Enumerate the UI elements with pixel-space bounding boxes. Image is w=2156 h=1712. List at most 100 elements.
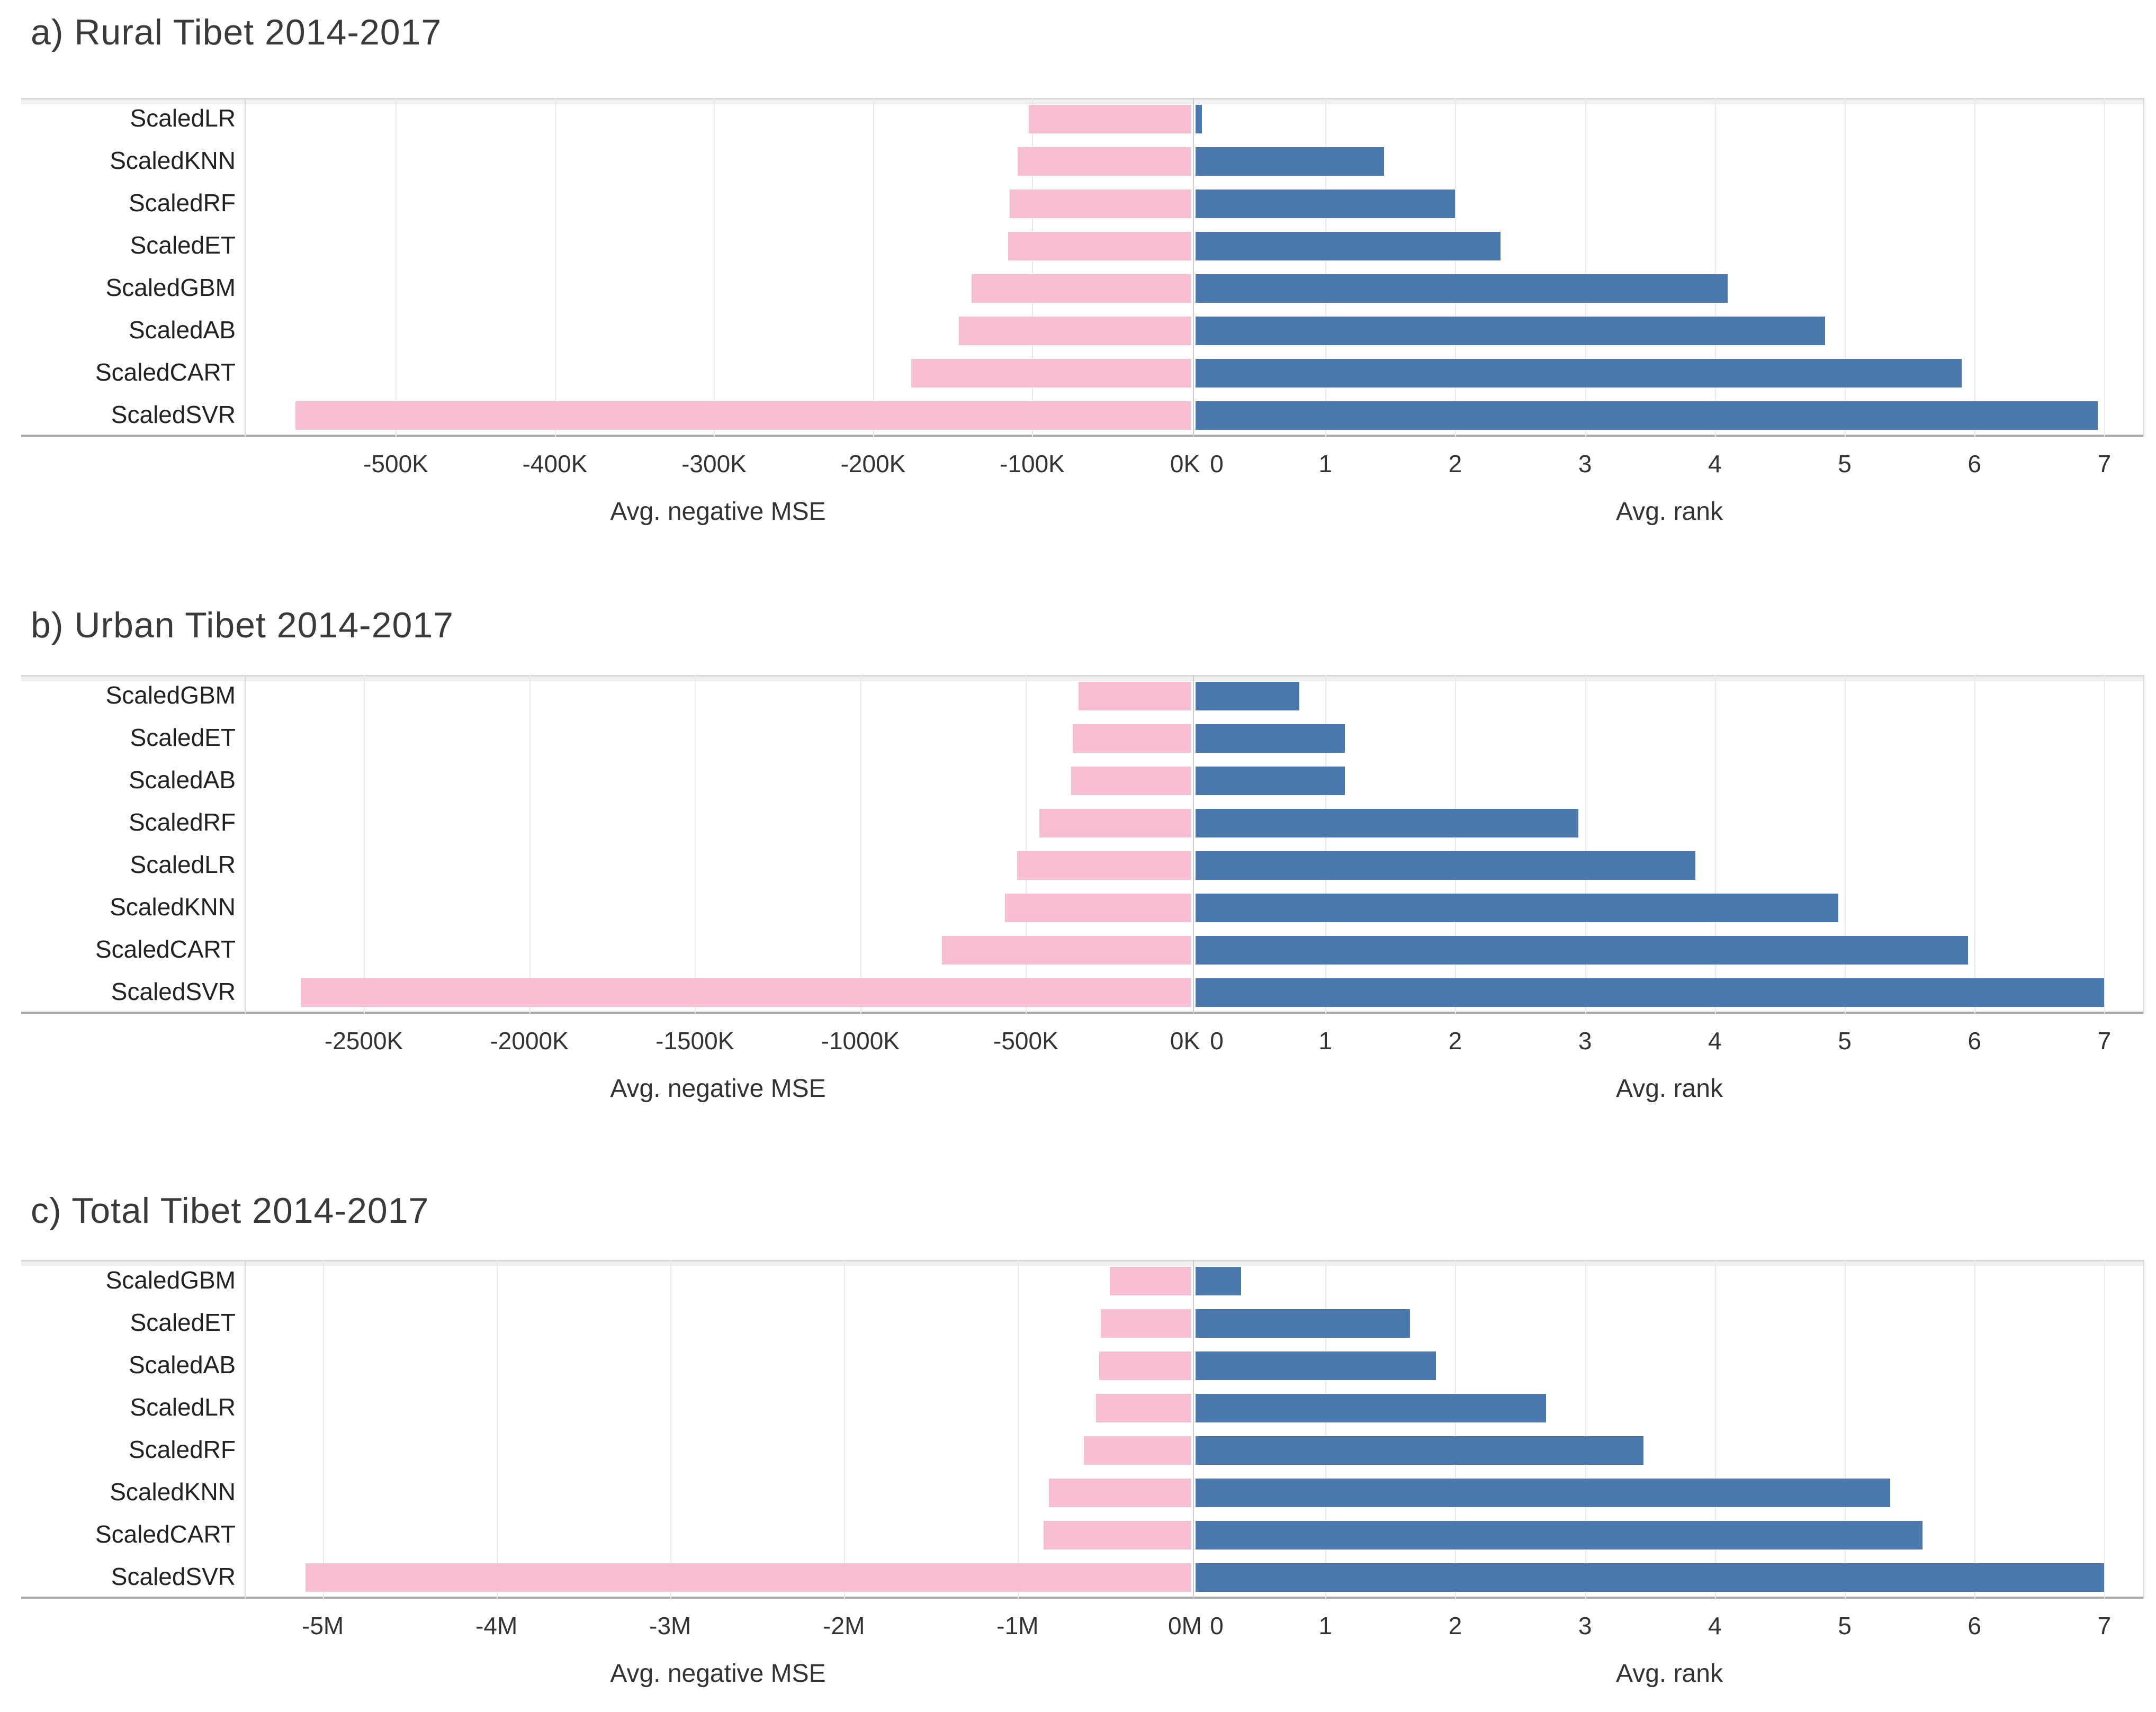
bar-neg-mse <box>1101 1309 1191 1338</box>
bar-avg-rank <box>1196 851 1696 880</box>
gridline <box>396 98 397 437</box>
bar-neg-mse <box>941 936 1191 965</box>
right-axis-title: Avg. rank <box>1616 498 1723 526</box>
bar-neg-mse <box>959 317 1191 345</box>
category-label: ScaledET <box>130 1309 236 1336</box>
gridline <box>1845 1260 1846 1599</box>
x-tick-label-right: 4 <box>1708 450 1722 477</box>
gridline <box>670 1260 671 1599</box>
x-tick-label-left: 0K <box>1170 450 1200 477</box>
plot-top-border <box>21 98 2143 100</box>
bar-avg-rank <box>1196 1394 1547 1422</box>
bar-neg-mse <box>305 1563 1191 1592</box>
category-label: ScaledKNN <box>110 147 236 174</box>
bar-avg-rank <box>1196 147 1384 176</box>
gridline <box>1026 675 1027 1014</box>
category-label: ScaledLR <box>130 1393 236 1421</box>
x-tick-label-right: 5 <box>1838 450 1852 477</box>
bar-neg-mse <box>1010 190 1191 218</box>
category-label: ScaledLR <box>130 851 236 878</box>
x-tick-label-right: 2 <box>1448 1612 1462 1639</box>
gridline <box>1585 98 1586 437</box>
x-tick-label-right: 6 <box>1968 450 1982 477</box>
x-tick-label-right: 5 <box>1838 1027 1852 1055</box>
gridline <box>1974 1260 1976 1599</box>
x-tick-label-left: -4M <box>475 1612 518 1639</box>
gridline <box>695 675 696 1014</box>
plot-left-edge <box>245 675 246 1014</box>
plot-left-edge <box>245 98 246 437</box>
gridline <box>843 1260 845 1599</box>
category-label: ScaledET <box>130 724 236 751</box>
x-tick-label-right: 1 <box>1318 450 1332 477</box>
right-axis-title: Avg. rank <box>1616 1660 1723 1688</box>
gridline <box>2104 675 2106 1014</box>
bar-neg-mse <box>1017 851 1191 880</box>
gridline <box>1032 98 1034 437</box>
plot-right-edge <box>2143 1260 2144 1599</box>
bar-avg-rank <box>1196 317 1826 345</box>
gridline <box>496 1260 498 1599</box>
bar-neg-mse <box>1044 1521 1191 1549</box>
x-tick-label-right: 7 <box>2097 1027 2112 1055</box>
gridline <box>873 98 874 437</box>
category-label: ScaledAB <box>128 316 236 344</box>
bar-neg-mse <box>1029 105 1191 133</box>
gridline <box>1325 98 1327 437</box>
x-tick-label-right: 2 <box>1448 450 1462 477</box>
bar-avg-rank <box>1196 232 1501 260</box>
gridline <box>1974 675 1976 1014</box>
category-label: ScaledAB <box>128 766 236 794</box>
category-label: ScaledSVR <box>111 401 236 428</box>
plot-top-strip <box>21 98 2143 104</box>
bar-avg-rank <box>1196 767 1345 795</box>
bar-neg-mse <box>972 274 1191 303</box>
x-tick-label-left: -100K <box>1000 450 1065 477</box>
bar-neg-mse <box>1099 1351 1191 1380</box>
bar-neg-mse <box>1008 232 1191 260</box>
left-axis-title: Avg. negative MSE <box>610 1075 826 1103</box>
plot-bottom-axis-line <box>21 1012 2143 1014</box>
bar-neg-mse <box>1071 767 1191 795</box>
gridline <box>554 98 556 437</box>
left-axis-title: Avg. negative MSE <box>610 1660 826 1688</box>
x-tick-label-right: 4 <box>1708 1027 1722 1055</box>
x-tick-label-right: 3 <box>1578 1027 1592 1055</box>
category-label: ScaledET <box>130 231 236 259</box>
panel-c-title: c) Total Tibet 2014-2017 <box>31 1191 429 1231</box>
x-tick-label-left: -3M <box>649 1612 691 1639</box>
bar-avg-rank <box>1196 1479 1890 1507</box>
bar-neg-mse <box>1018 147 1191 176</box>
x-tick-label-right: 1 <box>1318 1027 1332 1055</box>
x-tick-label-left: -1M <box>996 1612 1039 1639</box>
plot-right-edge <box>2143 675 2144 1014</box>
plot-top-strip <box>21 1260 2143 1266</box>
bar-neg-mse <box>295 401 1191 430</box>
gridline <box>1325 1260 1327 1599</box>
zero-axis-divider <box>1193 98 1194 437</box>
gridline <box>1455 98 1457 437</box>
bar-avg-rank <box>1196 274 1728 303</box>
panel-c-plot: ScaledGBM ScaledET ScaledAB ScaledLR ScaledR… <box>0 1260 2156 1687</box>
bar-neg-mse <box>1083 1436 1191 1465</box>
bar-avg-rank <box>1196 1563 2105 1592</box>
gridline <box>1714 98 1716 437</box>
bar-neg-mse <box>1073 724 1191 753</box>
bar-neg-mse <box>1048 1479 1191 1507</box>
x-tick-label-left: -500K <box>363 450 428 477</box>
category-label: ScaledRF <box>129 189 236 217</box>
plot-left-edge <box>245 1260 246 1599</box>
x-tick-label-right: 7 <box>2097 450 2112 477</box>
bar-avg-rank <box>1196 1309 1410 1338</box>
x-tick-label-left: -2500K <box>324 1027 403 1055</box>
bar-avg-rank <box>1196 936 1968 965</box>
category-label: ScaledSVR <box>111 1563 236 1590</box>
bar-neg-mse <box>1005 894 1191 922</box>
gridline <box>860 675 861 1014</box>
x-tick-label-left: 0M <box>1168 1612 1202 1639</box>
gridline <box>1325 675 1327 1014</box>
x-tick-label-right: 0 <box>1210 450 1224 477</box>
category-label: ScaledRF <box>129 1436 236 1463</box>
x-tick-label-left: -1000K <box>821 1027 900 1055</box>
category-label: ScaledKNN <box>110 893 236 921</box>
